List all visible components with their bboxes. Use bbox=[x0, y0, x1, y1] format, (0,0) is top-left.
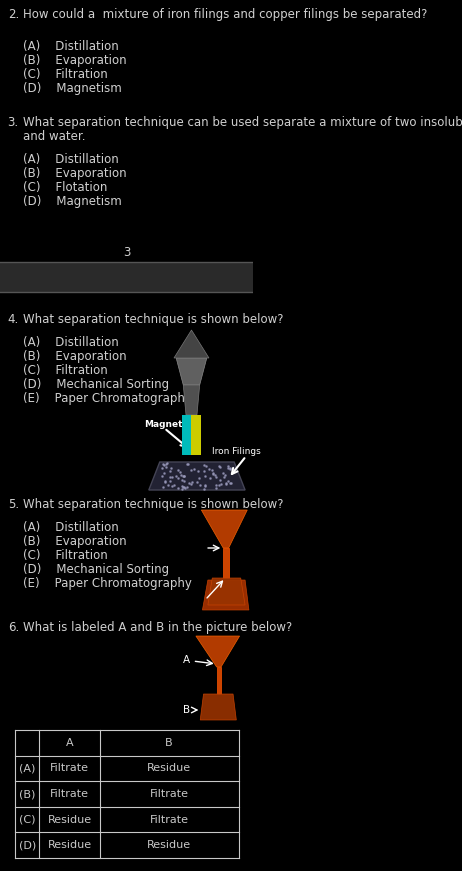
Text: What separation technique is shown below?: What separation technique is shown below… bbox=[23, 498, 284, 511]
Text: Residue: Residue bbox=[48, 814, 91, 825]
Text: (B)    Evaporation: (B) Evaporation bbox=[23, 535, 127, 548]
Text: What separation technique is shown below?: What separation technique is shown below… bbox=[23, 313, 284, 326]
Text: (C)    Filtration: (C) Filtration bbox=[23, 549, 108, 562]
Text: Filtrate: Filtrate bbox=[50, 763, 89, 773]
Text: Residue: Residue bbox=[147, 763, 191, 773]
Text: (B)    Evaporation: (B) Evaporation bbox=[23, 54, 127, 67]
Text: How could a  mixture of iron filings and copper filings be separated?: How could a mixture of iron filings and … bbox=[23, 8, 427, 21]
Text: Filtrate: Filtrate bbox=[150, 814, 188, 825]
Text: What separation technique can be used separate a mixture of two insoluble liquid: What separation technique can be used se… bbox=[23, 116, 462, 129]
Text: (E)    Paper Chromatography: (E) Paper Chromatography bbox=[23, 577, 192, 590]
Text: Magnet: Magnet bbox=[145, 420, 183, 429]
Text: (A): (A) bbox=[19, 763, 36, 773]
Text: Filtrate: Filtrate bbox=[50, 789, 89, 799]
Text: (E)    Paper Chromatography: (E) Paper Chromatography bbox=[23, 392, 192, 405]
Text: B: B bbox=[165, 738, 173, 748]
Text: 2.: 2. bbox=[8, 8, 19, 21]
Bar bbox=[223, 548, 229, 578]
Bar bbox=[0, 262, 253, 292]
Polygon shape bbox=[183, 385, 200, 415]
Text: 6.: 6. bbox=[8, 621, 19, 634]
Bar bbox=[217, 667, 221, 694]
Text: Iron Filings: Iron Filings bbox=[212, 447, 261, 456]
Text: (B)    Evaporation: (B) Evaporation bbox=[23, 167, 127, 180]
Text: A: A bbox=[66, 738, 73, 748]
Polygon shape bbox=[176, 358, 207, 385]
Bar bbox=[182, 415, 191, 455]
Text: What is labeled A and B in the picture below?: What is labeled A and B in the picture b… bbox=[23, 621, 292, 634]
Text: 3.: 3. bbox=[8, 116, 19, 129]
Polygon shape bbox=[201, 510, 247, 548]
Text: (D)    Mechanical Sorting: (D) Mechanical Sorting bbox=[23, 378, 169, 391]
Text: 5.: 5. bbox=[8, 498, 19, 511]
Text: and water.: and water. bbox=[23, 130, 85, 143]
Polygon shape bbox=[208, 578, 245, 605]
Text: 4.: 4. bbox=[8, 313, 19, 326]
Text: 3: 3 bbox=[123, 246, 130, 259]
Text: A: A bbox=[183, 655, 190, 665]
Text: (B)    Evaporation: (B) Evaporation bbox=[23, 350, 127, 363]
Polygon shape bbox=[200, 694, 237, 720]
Text: (C)    Filtration: (C) Filtration bbox=[23, 364, 108, 377]
Polygon shape bbox=[149, 462, 245, 490]
Polygon shape bbox=[196, 636, 240, 667]
Text: (C)    Flotation: (C) Flotation bbox=[23, 181, 107, 194]
Text: (A)    Distillation: (A) Distillation bbox=[23, 153, 119, 166]
Text: (D)    Magnetism: (D) Magnetism bbox=[23, 82, 122, 95]
Text: (C)    Filtration: (C) Filtration bbox=[23, 68, 108, 81]
Text: (D): (D) bbox=[19, 841, 36, 850]
Text: (A)    Distillation: (A) Distillation bbox=[23, 521, 119, 534]
Text: (C): (C) bbox=[19, 814, 36, 825]
Text: (B): (B) bbox=[19, 789, 36, 799]
Polygon shape bbox=[202, 580, 249, 610]
Text: (D)    Magnetism: (D) Magnetism bbox=[23, 195, 122, 208]
Text: (D)    Mechanical Sorting: (D) Mechanical Sorting bbox=[23, 563, 169, 576]
Polygon shape bbox=[174, 330, 209, 358]
Text: Residue: Residue bbox=[147, 841, 191, 850]
Bar bbox=[191, 415, 201, 455]
Text: (A)    Distillation: (A) Distillation bbox=[23, 336, 119, 349]
Text: Filtrate: Filtrate bbox=[150, 789, 188, 799]
Text: Residue: Residue bbox=[48, 841, 91, 850]
Text: (A)    Distillation: (A) Distillation bbox=[23, 40, 119, 53]
Text: B: B bbox=[183, 705, 190, 715]
